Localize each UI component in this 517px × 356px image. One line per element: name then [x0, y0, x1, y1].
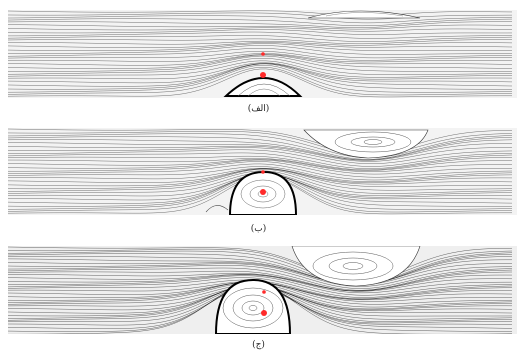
streamline — [8, 159, 513, 172]
streamline — [8, 45, 513, 55]
streamline — [8, 158, 513, 171]
streamline — [8, 170, 513, 194]
streamline — [8, 273, 513, 292]
streamline — [8, 163, 513, 181]
streamline — [8, 250, 513, 285]
streamline — [8, 38, 513, 45]
streamline — [8, 155, 513, 171]
streamline — [8, 40, 513, 46]
marker-point-c-upper — [262, 290, 266, 294]
streamline — [8, 159, 513, 175]
panel-caption-a: (الف) — [247, 104, 270, 114]
marker-point-a-lower — [260, 72, 266, 78]
streamline — [8, 130, 513, 156]
streamlines-a — [8, 10, 513, 98]
streamline — [8, 27, 513, 32]
streamline — [8, 149, 513, 167]
streamline — [8, 255, 513, 286]
streamline — [8, 12, 513, 20]
marker-point-b-upper — [261, 170, 265, 174]
streamline — [8, 161, 513, 178]
marker-point-a-upper — [261, 52, 265, 56]
streamline-plot-b — [8, 128, 517, 215]
streamline-plot-c — [8, 246, 517, 334]
streamline — [8, 168, 513, 187]
streamline — [8, 63, 513, 87]
streamline-panel-b — [8, 128, 517, 215]
marker-point-b-lower — [260, 189, 266, 195]
panel-caption-c: (ج) — [252, 340, 265, 350]
streamline — [8, 258, 512, 286]
streamline — [8, 57, 513, 76]
streamline — [8, 152, 513, 169]
recirculation-bubble-b — [303, 129, 429, 159]
streamline — [8, 65, 513, 93]
streamline — [8, 68, 512, 98]
recirculation-bubble-c — [291, 246, 421, 287]
streamline — [8, 63, 513, 90]
obstacle-c — [214, 278, 292, 334]
streamline — [8, 67, 513, 96]
streamline — [8, 169, 513, 191]
streamline — [8, 43, 513, 51]
streamline — [8, 35, 513, 42]
streamline — [8, 21, 513, 28]
streamline — [8, 31, 513, 39]
streamline — [8, 263, 513, 287]
streamline — [8, 18, 513, 27]
streamline-plot-a — [8, 10, 517, 98]
streamline — [8, 274, 513, 294]
streamline — [8, 267, 513, 291]
streamline-panel-c — [8, 246, 517, 334]
streamline — [8, 60, 513, 78]
streamline — [8, 147, 513, 164]
streamline — [8, 48, 513, 59]
streamline — [8, 166, 513, 183]
streamline — [8, 54, 513, 69]
streamline — [8, 246, 513, 282]
streamline — [8, 145, 513, 162]
streamline — [8, 128, 513, 154]
streamline — [8, 253, 513, 286]
recirculation-bubble-a — [307, 10, 421, 19]
streamline — [8, 262, 512, 286]
streamline — [8, 270, 513, 292]
streamline — [8, 55, 513, 72]
streamline — [8, 136, 513, 160]
streamline — [8, 142, 513, 161]
streamline — [8, 53, 513, 63]
streamline — [8, 265, 513, 289]
streamline — [8, 29, 513, 35]
streamline — [8, 10, 513, 16]
streamline-panel-a — [8, 10, 517, 98]
streamline — [8, 167, 513, 184]
streamline — [8, 133, 513, 159]
streamline — [8, 24, 513, 30]
streamline — [8, 248, 513, 283]
streamline — [8, 42, 513, 48]
streamline — [8, 54, 513, 66]
streamline — [8, 274, 513, 292]
streamline — [8, 15, 513, 24]
streamline — [8, 51, 513, 61]
obstacle-a — [223, 77, 303, 97]
streamline — [8, 139, 513, 161]
streamline — [8, 62, 513, 80]
streamline — [8, 277, 513, 298]
marker-point-c-lower — [261, 310, 267, 316]
panel-caption-b: (ب) — [250, 224, 267, 234]
streamline — [8, 275, 513, 296]
